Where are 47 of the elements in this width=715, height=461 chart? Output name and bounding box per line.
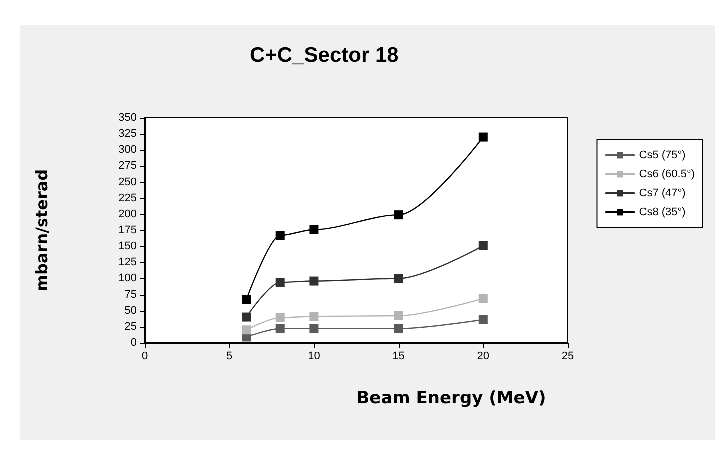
point xyxy=(242,312,252,322)
y-tick-label: 100 xyxy=(118,272,137,285)
y-tick-label: 300 xyxy=(118,144,137,156)
point xyxy=(276,313,285,322)
y-tick-label: 275 xyxy=(118,160,137,172)
point xyxy=(394,312,404,320)
y-axis-title: mbarn/sterad xyxy=(32,169,52,292)
y-tick-label: 200 xyxy=(118,208,137,220)
x-tick-label: 20 xyxy=(477,350,490,362)
x-axis-title: Beam Energy (MeV) xyxy=(356,388,546,408)
y-tick-label: 50 xyxy=(124,304,137,317)
x-tick-label: 15 xyxy=(392,350,405,362)
point xyxy=(478,315,488,324)
y-tick-label: 150 xyxy=(118,240,137,253)
point xyxy=(394,324,404,334)
point xyxy=(276,324,285,334)
legend-label: Cs6 (60.5°) xyxy=(639,168,696,180)
y-tick-label: 325 xyxy=(118,128,137,140)
y-tick-label: 250 xyxy=(118,176,137,188)
legend-label: Cs5 (75°) xyxy=(639,150,686,162)
point xyxy=(310,312,319,322)
y-tick-label: 25 xyxy=(124,320,137,333)
legend-label: Cs8 (35°) xyxy=(639,206,686,218)
y-tick-label: 225 xyxy=(118,192,137,204)
x-tick-label: 0 xyxy=(142,350,148,362)
point xyxy=(310,225,319,234)
point xyxy=(310,324,319,334)
y-tick-label: 350 xyxy=(118,112,137,124)
legend-label: Cs7 (47°) xyxy=(639,188,686,200)
y-tick-label: 0 xyxy=(130,337,137,349)
point xyxy=(276,231,285,240)
point xyxy=(310,276,319,286)
point xyxy=(478,132,488,142)
point xyxy=(276,278,285,288)
point xyxy=(242,326,252,335)
point xyxy=(394,274,404,284)
y-tick-label: 125 xyxy=(118,256,137,269)
chart-title: C+C_Sector 18 xyxy=(250,44,400,67)
y-tick-label: 75 xyxy=(124,288,137,301)
point xyxy=(478,294,488,304)
point xyxy=(478,241,488,250)
x-tick-label: 25 xyxy=(562,350,574,362)
point xyxy=(242,295,252,304)
point xyxy=(394,210,404,220)
x-tick-label: 5 xyxy=(226,350,233,362)
x-tick-label: 10 xyxy=(308,350,320,362)
y-tick-label: 175 xyxy=(118,224,137,236)
